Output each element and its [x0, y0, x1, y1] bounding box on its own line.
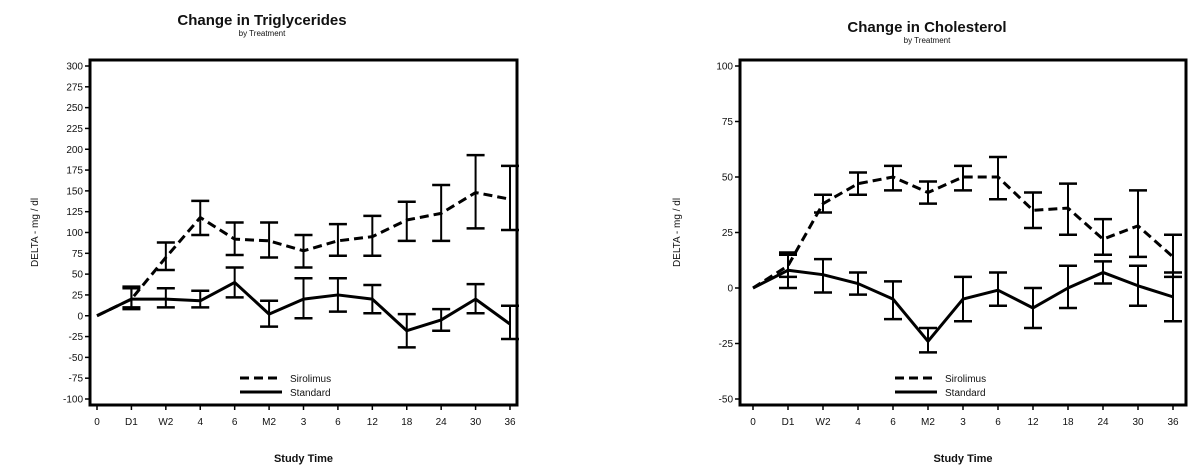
x-tick-label: M2 [921, 417, 935, 428]
y-tick-label: -50 [719, 395, 734, 406]
x-tick-label: 4 [855, 417, 861, 428]
y-tick-label: -25 [69, 332, 84, 343]
y-tick-label: 175 [66, 166, 83, 177]
y-tick-label: 125 [66, 207, 83, 218]
y-tick-label: 100 [716, 62, 733, 73]
x-tick-label: 3 [960, 417, 966, 428]
series-sirolimus [752, 155, 1182, 290]
chart-title: Change in Triglycerides [177, 12, 346, 29]
y-tick-label: 250 [66, 103, 83, 114]
y-tick-label: 300 [66, 62, 83, 73]
legend: Sirolimus Standard [895, 374, 986, 399]
x-tick-label: 6 [232, 417, 238, 428]
legend-label-standard: Standard [945, 388, 986, 399]
y-tick-label: -100 [63, 395, 83, 406]
series-standard [96, 266, 519, 349]
y-tick-label: 200 [66, 145, 83, 156]
y-tick-label: 25 [72, 290, 84, 301]
x-tick-label: 24 [1097, 417, 1109, 428]
x-tick-label: 4 [197, 417, 203, 428]
x-tick-label: 30 [470, 417, 482, 428]
y-tick-label: 75 [72, 249, 84, 260]
y-tick-label: 275 [66, 82, 83, 93]
legend-label-standard: Standard [290, 388, 331, 399]
series-standard [752, 253, 1182, 354]
x-tick-label: W2 [158, 417, 173, 428]
x-axis-label: Study Time [274, 453, 333, 465]
y-tick-label: 0 [77, 311, 83, 322]
x-axis-label: Study Time [933, 453, 992, 465]
series-sirolimus [96, 153, 519, 318]
y-axis-label: DELTA - mg / dl [30, 198, 41, 267]
y-tick-label: -25 [719, 339, 734, 350]
x-tick-label: 30 [1132, 417, 1144, 428]
y-axis-label: DELTA - mg / dl [672, 198, 683, 267]
x-tick-label: 12 [367, 417, 379, 428]
x-tick-label: M2 [262, 417, 276, 428]
y-tick-label: 150 [66, 186, 83, 197]
y-tick-label: -50 [69, 353, 84, 364]
plot-frame [738, 58, 1188, 407]
legend-label-sirolimus: Sirolimus [945, 374, 986, 385]
legend-label-sirolimus: Sirolimus [290, 374, 331, 385]
y-tick-label: 100 [66, 228, 83, 239]
y-tick-label: 50 [722, 173, 734, 184]
x-tick-label: W2 [816, 417, 831, 428]
x-tick-label: D1 [782, 417, 795, 428]
x-tick-label: 0 [750, 417, 756, 428]
x-tick-label: 12 [1027, 417, 1039, 428]
x-tick-label: 18 [401, 417, 413, 428]
x-tick-label: 0 [94, 417, 100, 428]
legend: Sirolimus Standard [240, 374, 331, 399]
y-tick-label: 75 [722, 117, 734, 128]
y-tick-label: 50 [72, 270, 84, 281]
x-tick-label: 18 [1062, 417, 1074, 428]
x-tick-label: 24 [436, 417, 448, 428]
x-tick-label: 36 [504, 417, 516, 428]
chart-subtitle: by Treatment [904, 36, 951, 45]
x-tick-label: 3 [301, 417, 307, 428]
y-tick-label: 0 [727, 284, 733, 295]
x-tick-label: 6 [335, 417, 341, 428]
chart-title: Change in Cholesterol [847, 19, 1006, 36]
x-tick-label: 6 [890, 417, 896, 428]
y-tick-label: 25 [722, 228, 734, 239]
x-tick-label: 36 [1167, 417, 1179, 428]
y-tick-label: -75 [69, 374, 84, 385]
plot-frame [88, 58, 519, 407]
x-tick-label: 6 [995, 417, 1001, 428]
x-tick-label: D1 [125, 417, 138, 428]
chart-subtitle: by Treatment [239, 29, 286, 38]
y-tick-label: 225 [66, 124, 83, 135]
